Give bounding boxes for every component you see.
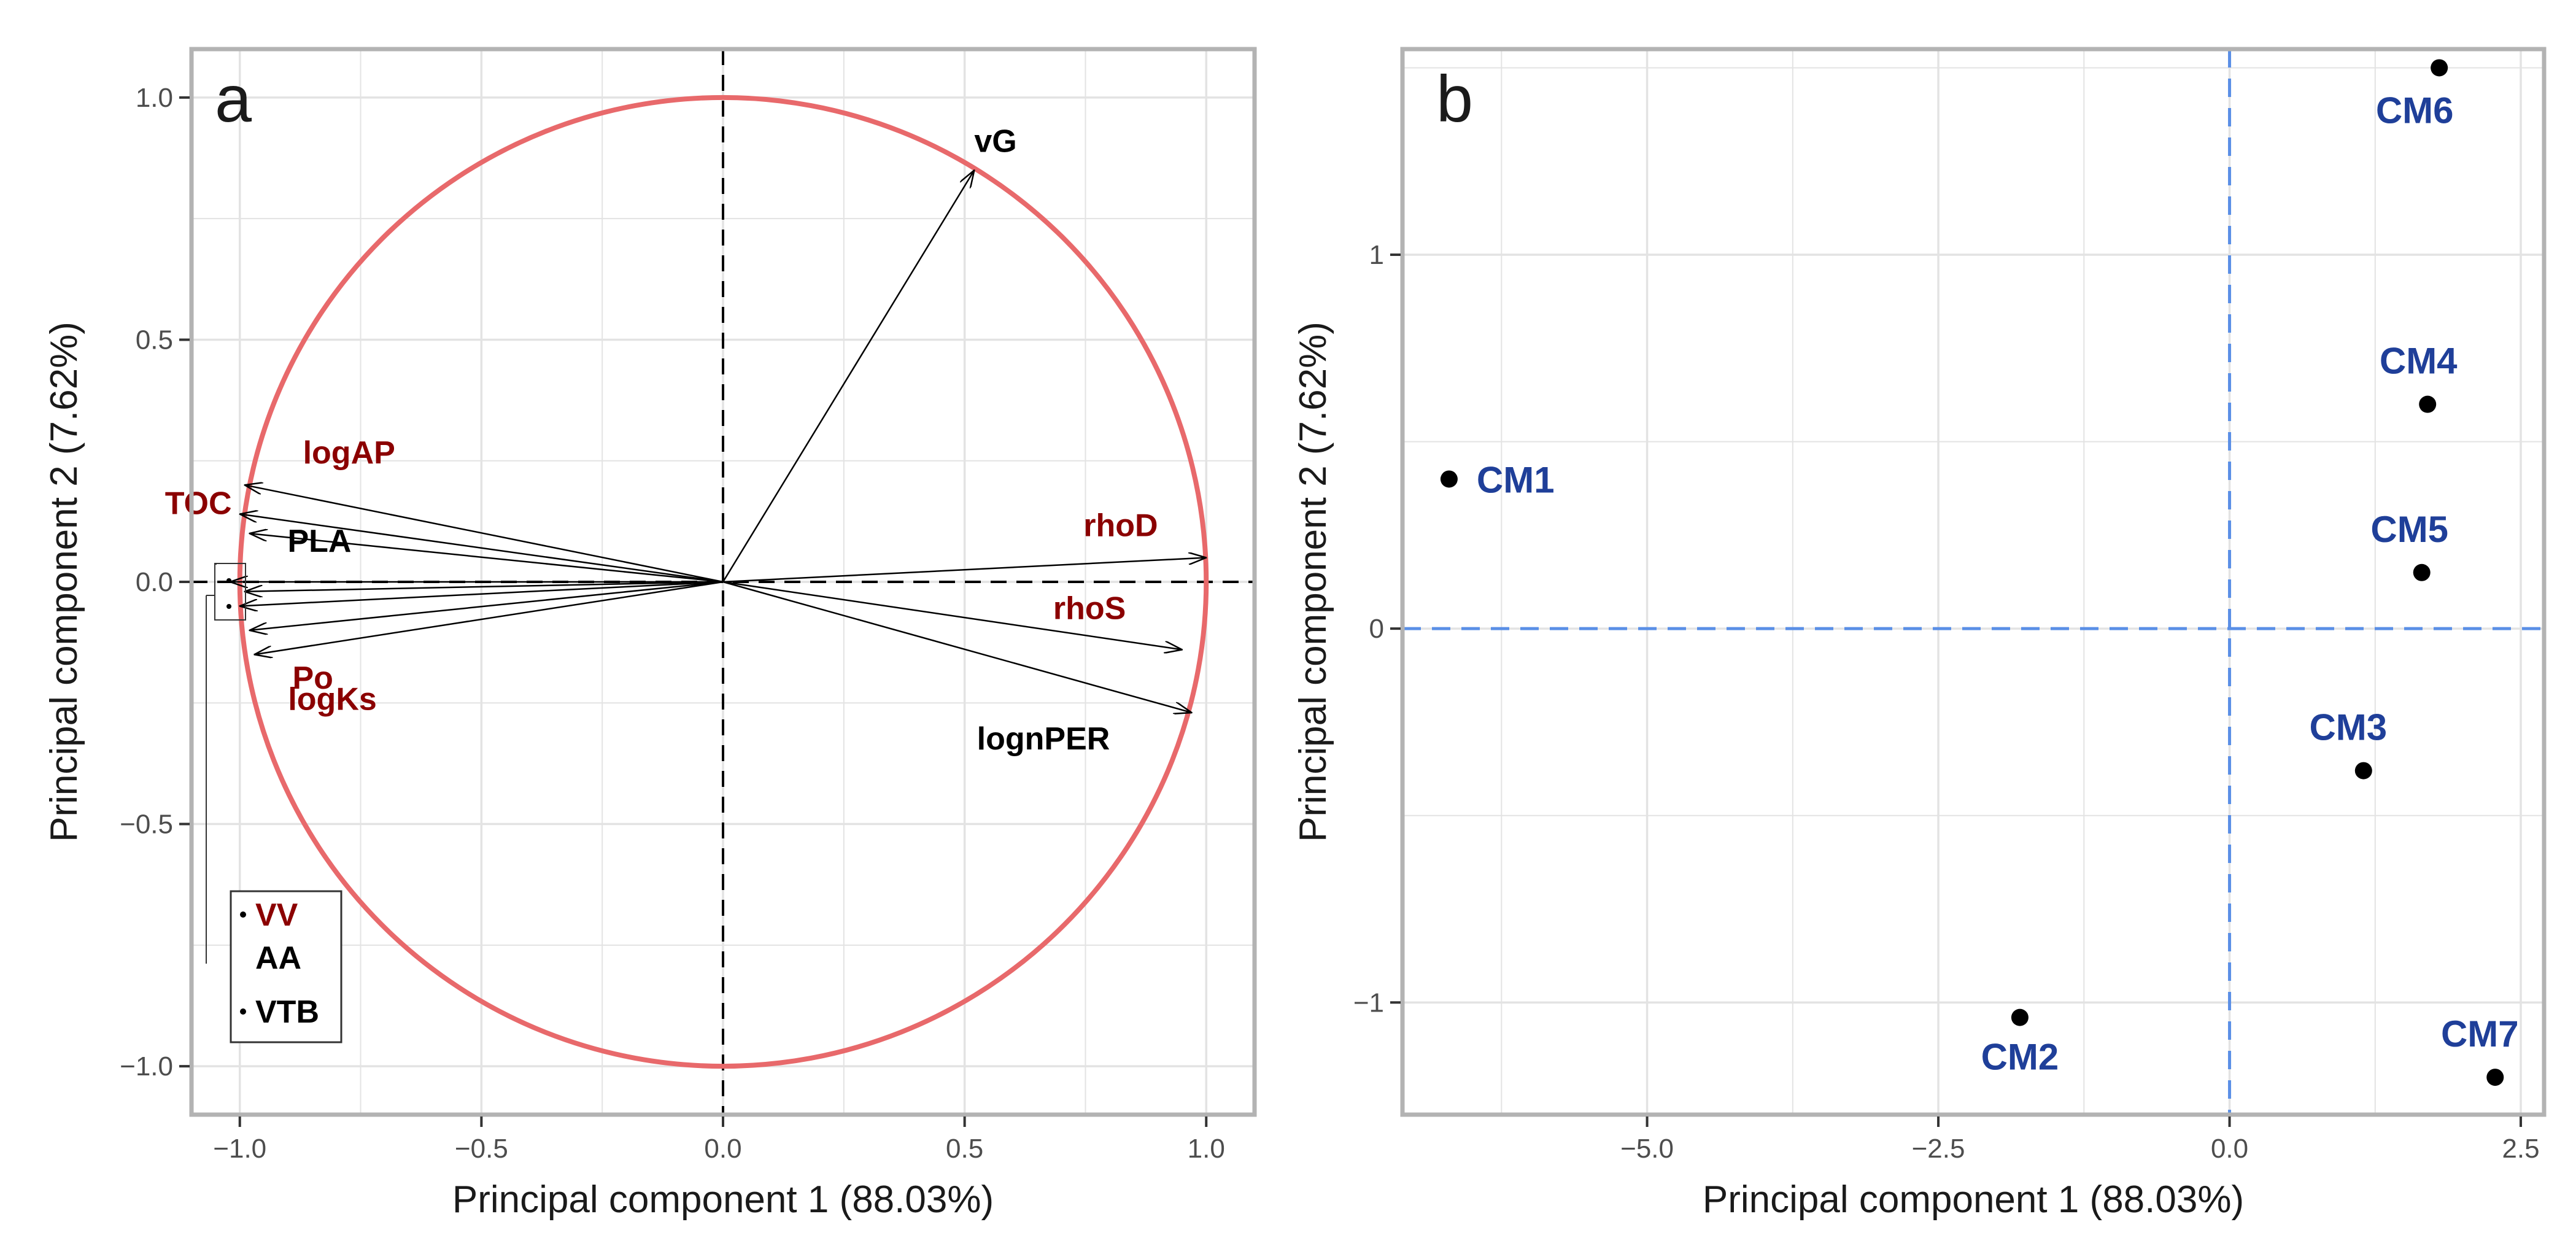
arrow-rhoS	[722, 581, 1182, 649]
x-tick-label: 0.5	[946, 1134, 983, 1164]
arrow-rhoD	[722, 558, 1206, 583]
x-tick-label: 1.0	[1188, 1134, 1225, 1164]
vector-label-rhoD: rhoD	[1083, 508, 1158, 544]
y-tick-label: 0.0	[136, 567, 173, 597]
arrow-logAP	[245, 485, 724, 583]
point-label-CM6: CM6	[2376, 90, 2454, 131]
arrow-TOC	[240, 514, 724, 583]
x-tick-label: −0.5	[455, 1134, 508, 1164]
point-CM3	[2354, 762, 2372, 780]
x-tick-label: −2.5	[1912, 1134, 1965, 1164]
x-tick-label: 0.0	[704, 1134, 741, 1164]
panel-b-border	[1400, 47, 2547, 1117]
inset-legend-dot	[240, 1008, 246, 1015]
point-CM2	[2011, 1008, 2029, 1026]
panel-b-labels: CM1 CM2 CM3 CM4 CM5 CM6 CM7	[1477, 90, 2519, 1077]
vector-label-logAP: logAP	[303, 435, 395, 471]
vector-label-PLA: PLA	[287, 524, 351, 559]
panel-a-border	[189, 47, 1257, 1117]
point-label-CM1: CM1	[1477, 459, 1555, 500]
vector-label-Po: Po	[292, 660, 333, 696]
vector-label-TOC: TOC	[165, 486, 232, 522]
y-tick-label: 1.0	[136, 83, 173, 113]
vector-label-rhoS: rhoS	[1053, 590, 1126, 626]
point-label-CM7: CM7	[2441, 1013, 2519, 1054]
point-CM6	[2431, 59, 2448, 77]
point-label-CM5: CM5	[2370, 509, 2448, 550]
panel-b-background	[1402, 49, 2544, 1115]
arrow-lognPER	[722, 581, 1192, 713]
panel-b-letter: b	[1436, 61, 1473, 136]
panel-a-arrows	[230, 170, 1206, 713]
point-CM1	[1440, 470, 1458, 488]
point-CM7	[2486, 1069, 2504, 1086]
panel-b-xlabel: Principal component 1 (88.03%)	[1703, 1178, 2244, 1221]
vector-label-vG: vG	[974, 123, 1016, 159]
y-tick-label: 0.5	[136, 325, 173, 355]
inset-legend-label-VTB: VTB	[255, 994, 319, 1030]
panel-b-points	[1440, 59, 2504, 1086]
inset-cluster-dot	[226, 578, 231, 583]
vector-label-logKs: logKs	[288, 681, 376, 717]
arrow-VTB	[245, 581, 724, 592]
inset-legend-label-VV: VV	[255, 897, 298, 933]
y-tick-label: −1	[1353, 988, 1384, 1018]
y-tick-label: −0.5	[120, 810, 173, 840]
x-tick-label: 0.0	[2211, 1134, 2248, 1164]
point-label-CM3: CM3	[2309, 707, 2387, 748]
point-CM5	[2413, 563, 2431, 581]
arrow-AA	[240, 581, 724, 606]
point-CM4	[2419, 395, 2437, 413]
inset-legend-label-AA: AA	[255, 940, 301, 976]
inset-cluster-dot	[226, 604, 231, 609]
arrow-logKs	[254, 581, 724, 654]
inset-legend-dot	[240, 911, 246, 918]
x-tick-label: 2.5	[2502, 1134, 2539, 1164]
x-tick-label: −1.0	[213, 1134, 266, 1164]
x-tick-label: −5.0	[1620, 1134, 1674, 1164]
panel-a-ylabel: Principal component 2 (7.62%)	[43, 322, 85, 842]
arrow-vG	[722, 170, 974, 582]
panel-b: CM1 CM2 CM3 CM4 CM5 CM6 CM7 −5.0 −2.5 0.0 2.5 1 0 −1…	[1292, 47, 2547, 1221]
y-tick-label: 0	[1369, 614, 1384, 644]
panel-a-inset: VV AA VTB	[206, 563, 342, 1043]
point-label-CM4: CM4	[2380, 341, 2458, 382]
panel-a-xlabel: Principal component 1 (88.03%)	[452, 1178, 994, 1221]
point-label-CM2: CM2	[1981, 1037, 2059, 1078]
inset-cluster-box	[214, 563, 246, 621]
arrow-PLA	[249, 533, 724, 583]
panel-b-zero-lines	[1402, 49, 2544, 1115]
panel-b-ylabel: Principal component 2 (7.62%)	[1292, 322, 1334, 842]
y-tick-label: −1.0	[120, 1051, 173, 1082]
arrow-Po	[249, 581, 724, 630]
vector-label-lognPER: lognPER	[977, 721, 1110, 757]
y-tick-label: 1	[1369, 240, 1384, 270]
inset-legend-box	[230, 890, 342, 1043]
panel-a-letter: a	[215, 61, 252, 136]
panel-a-axis-ticks: −1.0 −0.5 0.0 0.5 1.0 1.0 0.5 0.0 −0.5 −1.0	[120, 83, 1225, 1164]
panel-b-axis-ticks: −5.0 −2.5 0.0 2.5 1 0 −1	[1353, 240, 2540, 1164]
